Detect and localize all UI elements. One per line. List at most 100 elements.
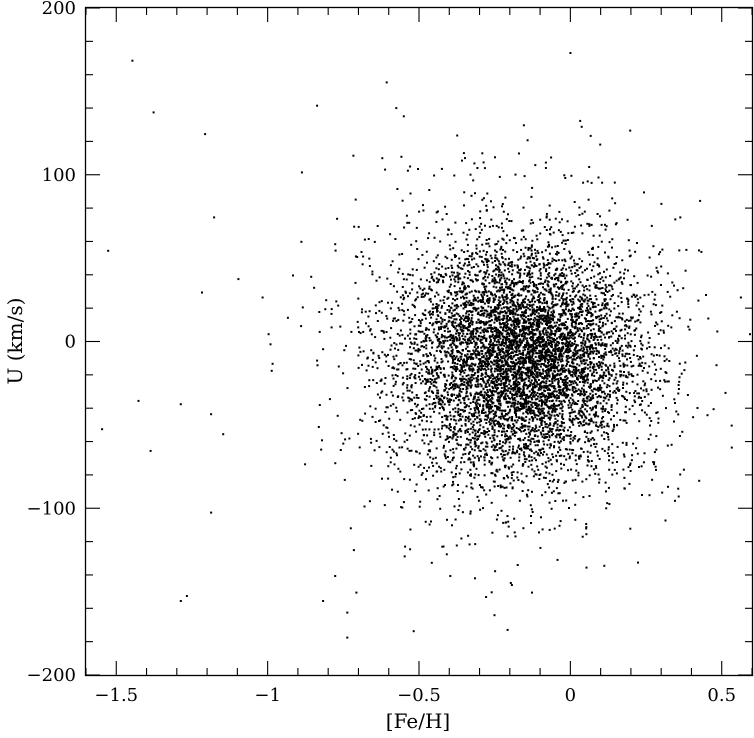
data-point — [525, 265, 528, 268]
data-point — [589, 294, 592, 297]
data-point — [396, 490, 399, 493]
data-point — [602, 371, 605, 374]
data-point — [487, 394, 490, 397]
data-point — [530, 249, 533, 252]
data-point — [391, 366, 394, 369]
data-point — [520, 294, 523, 297]
data-point — [629, 345, 632, 348]
data-point — [537, 318, 540, 321]
data-point — [479, 418, 482, 421]
data-point — [518, 368, 520, 370]
data-point — [495, 469, 498, 472]
data-point — [462, 264, 465, 267]
data-point — [551, 260, 554, 263]
data-point — [499, 415, 502, 418]
data-point — [612, 428, 615, 431]
data-point — [489, 417, 492, 420]
data-point — [430, 276, 433, 279]
data-point — [506, 453, 509, 456]
data-point — [547, 424, 550, 427]
data-point — [552, 304, 555, 307]
data-point — [503, 277, 506, 280]
data-point — [614, 223, 617, 226]
data-point — [485, 323, 487, 326]
data-point — [442, 408, 445, 411]
data-point — [500, 386, 503, 389]
data-point — [472, 335, 475, 338]
data-point — [377, 354, 380, 357]
data-point — [467, 374, 470, 377]
data-point — [438, 495, 441, 497]
data-point — [535, 459, 537, 462]
data-point — [441, 347, 444, 350]
data-point — [613, 425, 616, 428]
data-point — [587, 338, 590, 341]
data-point — [434, 334, 437, 337]
data-point — [519, 339, 522, 342]
data-point — [539, 396, 542, 399]
data-point — [367, 315, 370, 318]
data-point — [570, 383, 573, 386]
data-point — [505, 521, 507, 524]
data-point — [533, 360, 536, 363]
data-point — [646, 274, 649, 277]
data-point — [524, 346, 527, 349]
data-point — [511, 334, 514, 337]
data-point — [590, 269, 593, 272]
data-point — [513, 264, 516, 267]
data-point — [553, 379, 556, 382]
data-point — [489, 365, 492, 368]
data-point — [543, 226, 546, 228]
data-point — [530, 515, 532, 517]
data-point — [375, 312, 377, 315]
data-point — [504, 433, 507, 436]
data-point — [678, 435, 681, 437]
data-point — [430, 289, 433, 292]
data-point — [411, 409, 414, 411]
data-point — [622, 374, 625, 377]
data-point — [587, 385, 590, 388]
data-point — [597, 328, 600, 331]
data-point — [600, 423, 603, 426]
data-point — [471, 487, 474, 490]
data-point — [449, 248, 452, 251]
data-point — [629, 319, 632, 322]
data-point — [551, 332, 554, 335]
data-point — [494, 570, 497, 573]
data-point — [465, 388, 468, 391]
data-point — [414, 349, 417, 352]
data-point — [532, 295, 535, 298]
data-point — [571, 354, 574, 357]
data-point — [624, 355, 627, 358]
data-point — [479, 217, 482, 219]
data-point — [424, 314, 427, 317]
data-point — [501, 357, 504, 360]
data-point — [399, 362, 402, 365]
data-point — [491, 353, 494, 356]
data-point — [498, 331, 501, 334]
data-point — [459, 418, 462, 421]
data-point — [458, 290, 461, 293]
data-point — [544, 435, 547, 438]
data-point — [420, 382, 423, 385]
data-point — [599, 362, 602, 365]
data-point — [531, 275, 534, 278]
data-point — [391, 394, 394, 397]
data-point — [505, 295, 508, 297]
data-point — [367, 238, 370, 240]
data-point — [427, 389, 430, 392]
data-point — [550, 226, 553, 229]
data-point — [481, 243, 484, 246]
data-point — [674, 402, 676, 404]
data-point — [564, 308, 567, 311]
data-point — [490, 306, 492, 309]
data-point — [539, 282, 542, 285]
data-point — [542, 347, 544, 350]
data-point — [508, 291, 511, 294]
data-point — [561, 339, 564, 341]
data-point — [685, 248, 688, 251]
data-point — [547, 364, 550, 367]
data-point — [553, 356, 556, 358]
data-point — [526, 495, 529, 498]
data-point — [544, 288, 547, 291]
